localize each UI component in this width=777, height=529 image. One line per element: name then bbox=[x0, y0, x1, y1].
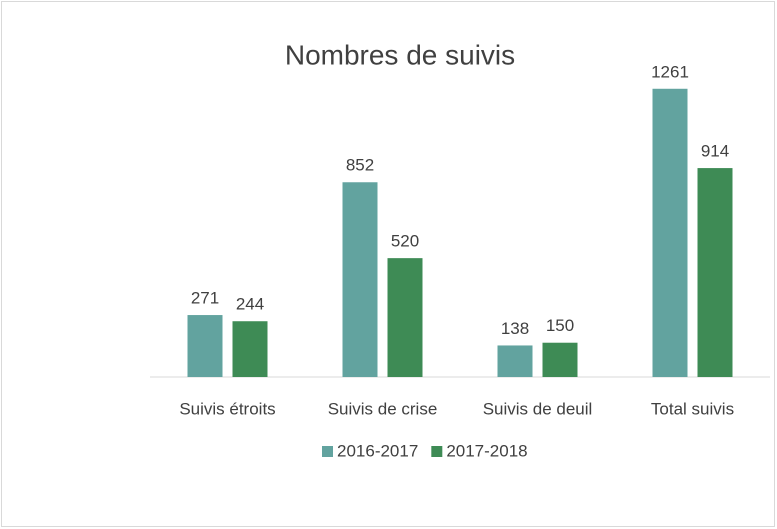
data-label: 852 bbox=[346, 156, 374, 175]
data-label: 520 bbox=[391, 232, 419, 251]
bar bbox=[387, 258, 423, 377]
data-label: 271 bbox=[191, 289, 219, 308]
bar bbox=[497, 345, 533, 377]
x-tick-label: Suivis de deuil bbox=[483, 399, 593, 418]
legend-swatch bbox=[431, 446, 443, 457]
data-label: 138 bbox=[501, 319, 529, 338]
bar bbox=[187, 315, 223, 377]
bar bbox=[232, 321, 268, 377]
legend-label: 2017-2018 bbox=[446, 441, 527, 460]
legend-label: 2016-2017 bbox=[337, 441, 418, 460]
x-tick-label: Suivis de crise bbox=[328, 399, 438, 418]
data-label: 150 bbox=[546, 316, 574, 335]
chart-title: Nombres de suivis bbox=[285, 39, 515, 70]
data-label: 914 bbox=[701, 142, 729, 161]
bar bbox=[342, 182, 378, 377]
data-label: 1261 bbox=[651, 62, 689, 81]
data-label: 244 bbox=[236, 295, 264, 314]
bar bbox=[652, 88, 688, 378]
x-tick-label: Suivis étroits bbox=[179, 399, 275, 418]
bar bbox=[542, 342, 578, 377]
legend-swatch bbox=[322, 446, 333, 457]
bar bbox=[697, 168, 733, 377]
x-tick-label: Total suivis bbox=[651, 399, 734, 418]
